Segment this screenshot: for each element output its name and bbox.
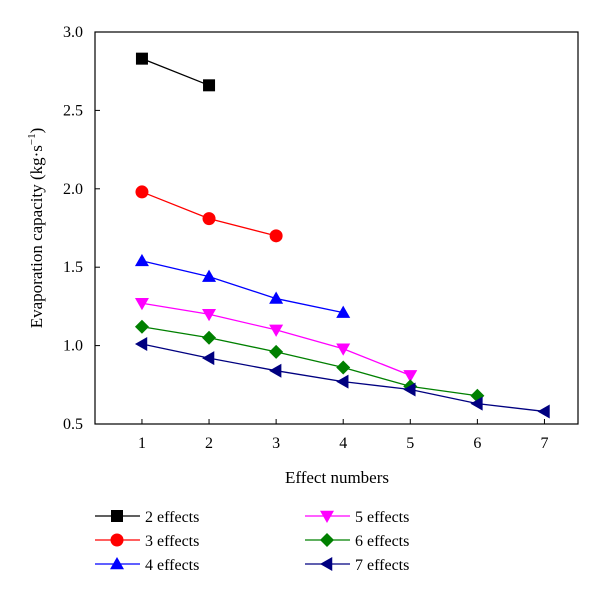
data-point <box>269 291 284 304</box>
data-point <box>202 269 217 282</box>
data-point <box>537 404 550 419</box>
data-point <box>336 305 351 318</box>
legend-marker <box>110 557 124 570</box>
series-line <box>141 302 411 376</box>
data-point <box>403 382 416 397</box>
y-tick-label: 0.5 <box>63 416 83 433</box>
data-point <box>202 330 217 345</box>
data-point <box>403 370 418 383</box>
data-point <box>203 79 216 92</box>
data-point <box>202 212 216 226</box>
legend-label: 6 effects <box>355 533 409 550</box>
data-point <box>269 229 283 243</box>
legend-label: 4 effects <box>145 557 199 574</box>
data-point <box>336 360 351 375</box>
legend-label: 5 effects <box>355 509 409 526</box>
x-tick-label: 5 <box>406 435 414 452</box>
data-point <box>202 351 215 366</box>
legend-marker <box>320 533 334 547</box>
legend-label: 7 effects <box>355 557 409 574</box>
y-tick-label: 3.0 <box>63 24 83 41</box>
data-point <box>269 324 284 337</box>
legend-entry: 3 effects <box>95 533 199 550</box>
data-point <box>336 343 351 356</box>
x-tick-label: 4 <box>339 435 347 452</box>
data-point <box>269 344 284 359</box>
x-tick-label: 2 <box>205 435 213 452</box>
x-axis-title: Effect numbers <box>285 468 389 487</box>
series-5 <box>134 319 485 403</box>
y-axis: 0.5 1.0 1.5 2.0 2.5 3.0 <box>63 24 100 433</box>
data-point <box>269 363 282 378</box>
x-tick-label: 6 <box>473 435 481 452</box>
data-point <box>134 337 148 352</box>
x-tick-label: 7 <box>540 435 548 452</box>
legend-label: 2 effects <box>145 509 199 526</box>
x-tick-label: 3 <box>272 435 280 452</box>
legend-marker <box>320 557 333 571</box>
y-tick-label: 2.5 <box>63 102 83 119</box>
series-line <box>141 58 210 86</box>
x-axis: 1 2 3 4 5 6 7 <box>138 419 548 452</box>
data-point <box>470 396 483 411</box>
legend-entry: 5 effects <box>305 509 409 526</box>
series-2 <box>135 185 283 243</box>
y-axis-title-exponent: −1 <box>26 133 38 145</box>
legend-entry: 2 effects <box>95 509 199 526</box>
series-6 <box>134 337 550 419</box>
x-tick-label: 1 <box>138 435 146 452</box>
plot-frame <box>94 31 579 425</box>
y-axis-title-main: Evaporation capacity (kg·s <box>27 145 46 328</box>
y-tick-label: 2.0 <box>63 181 83 198</box>
legend-entry: 6 effects <box>305 533 409 550</box>
y-tick-label: 1.5 <box>63 259 83 276</box>
data-point <box>135 52 148 65</box>
series-layer <box>134 52 550 419</box>
legend-marker <box>110 533 124 547</box>
data-point <box>134 253 149 267</box>
series-1 <box>135 52 216 92</box>
data-point <box>135 185 149 199</box>
legend-entry: 4 effects <box>95 557 199 574</box>
series-line <box>141 326 478 397</box>
data-point <box>336 374 349 389</box>
legend-entry: 7 effects <box>305 557 409 574</box>
series-4 <box>134 298 418 383</box>
legend-label: 3 effects <box>145 533 199 550</box>
legend: 2 effects 3 effects 4 effects 5 effects 6 ef… <box>95 509 409 574</box>
series-line <box>141 260 344 314</box>
series-3 <box>134 253 351 318</box>
y-axis-title-close: ) <box>27 128 46 134</box>
y-tick-label: 1.0 <box>63 338 83 355</box>
data-point <box>202 308 217 322</box>
y-axis-title: Evaporation capacity (kg·s−1) <box>26 128 46 329</box>
legend-marker <box>111 510 123 522</box>
legend-marker <box>320 510 334 523</box>
data-point <box>134 319 149 334</box>
data-point <box>134 298 149 311</box>
